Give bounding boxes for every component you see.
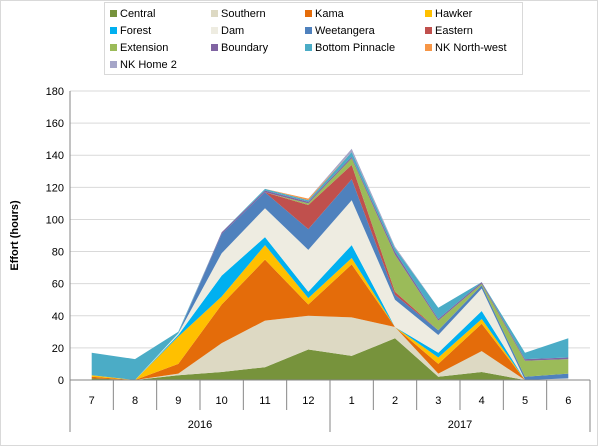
legend-label-eastern: Eastern	[435, 25, 473, 37]
y-tick-label-180: 180	[46, 86, 64, 98]
legend: Central Southern Kama Hawker Forest Dam Weetan…	[104, 2, 523, 75]
legend-item-bottom-pinnacle: Bottom Pinnacle	[305, 42, 395, 54]
area-kama	[91, 259, 569, 380]
year-label-2016: 2016	[188, 419, 212, 431]
legend-swatch-eastern	[425, 27, 432, 34]
legend-item-hawker: Hawker	[425, 8, 473, 20]
series-areas	[91, 148, 569, 380]
legend-swatch-kama	[305, 10, 312, 17]
legend-item-weetangera: Weetangera	[305, 25, 376, 37]
x-tick-label-8: 8	[132, 395, 138, 407]
legend-box	[104, 2, 523, 75]
y-tick-label-40: 40	[52, 311, 64, 323]
area-extension	[91, 158, 569, 380]
legend-swatch-boundary	[211, 44, 218, 51]
legend-label-boundary: Boundary	[221, 42, 269, 54]
x-tick-label-4: 4	[479, 395, 485, 407]
legend-swatch-extension	[110, 44, 117, 51]
legend-swatch-nk-north-west	[425, 44, 432, 51]
area-forest	[91, 237, 569, 380]
legend-swatch-central	[110, 10, 117, 17]
legend-swatch-weetangera	[305, 27, 312, 34]
legend-item-kama: Kama	[305, 8, 345, 20]
area-southern	[91, 315, 569, 380]
legend-label-kama: Kama	[315, 8, 345, 20]
legend-item-nk-home-2: NK Home 2	[110, 59, 177, 71]
legend-label-hawker: Hawker	[435, 8, 473, 20]
legend-swatch-hawker	[425, 10, 432, 17]
x-tick-label-5: 5	[522, 395, 528, 407]
y-tick-label-20: 20	[52, 343, 64, 355]
legend-label-southern: Southern	[221, 8, 266, 20]
legend-swatch-dam	[211, 27, 218, 34]
area-central	[91, 338, 569, 380]
legend-item-dam: Dam	[211, 25, 244, 37]
legend-label-nk-home-2: NK Home 2	[120, 59, 177, 71]
legend-label-weetangera: Weetangera	[315, 25, 376, 37]
x-tick-label-10: 10	[216, 395, 228, 407]
x-tick-label-3: 3	[435, 395, 441, 407]
x-tick-label-7: 7	[89, 395, 95, 407]
y-tick-label-100: 100	[46, 214, 64, 226]
y-tick-label-0: 0	[58, 375, 64, 387]
legend-swatch-nk-home-2	[110, 61, 117, 68]
legend-label-dam: Dam	[221, 25, 244, 37]
x-tick-label-11: 11	[259, 395, 270, 407]
x-tick-label-9: 9	[175, 395, 181, 407]
x-tick-label-2: 2	[392, 395, 398, 407]
year-label-2017: 2017	[448, 419, 472, 431]
y-tick-label-120: 120	[46, 182, 64, 194]
area-bottom-pinnacle	[91, 152, 569, 380]
legend-label-bottom-pinnacle: Bottom Pinnacle	[315, 42, 395, 54]
legend-label-forest: Forest	[120, 25, 151, 37]
legend-item-eastern: Eastern	[425, 25, 473, 37]
legend-swatch-forest	[110, 27, 117, 34]
area-weetangera	[91, 179, 569, 380]
legend-item-extension: Extension	[110, 42, 168, 54]
y-tick-label-140: 140	[46, 150, 64, 162]
legend-item-forest: Forest	[110, 25, 151, 37]
legend-swatch-bottom-pinnacle	[305, 44, 312, 51]
legend-item-nk-north-west: NK North-west	[425, 42, 507, 54]
legend-item-boundary: Boundary	[211, 42, 269, 54]
legend-label-extension: Extension	[120, 42, 168, 54]
legend-swatch-southern	[211, 10, 218, 17]
y-axis-label: Effort (hours)	[9, 200, 21, 271]
legend-label-nk-north-west: NK North-west	[435, 42, 507, 54]
x-tick-label-12: 12	[302, 395, 314, 407]
x-tick-label-6: 6	[565, 395, 571, 407]
legend-item-central: Central	[110, 8, 155, 20]
x-tick-label-1: 1	[349, 395, 355, 407]
y-tick-label-160: 160	[46, 118, 64, 130]
area-dam	[91, 200, 569, 380]
y-tick-label-60: 60	[52, 279, 64, 291]
y-tick-label-80: 80	[52, 247, 64, 259]
legend-label-central: Central	[120, 8, 155, 20]
legend-item-southern: Southern	[211, 8, 266, 20]
